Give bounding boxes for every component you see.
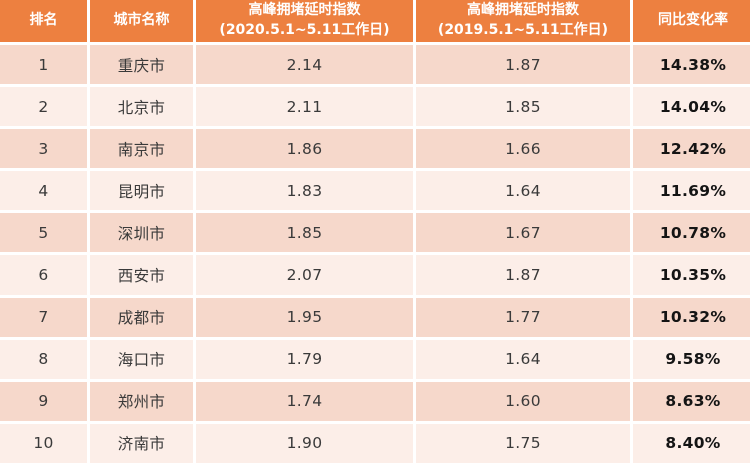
- index-2019-cell: 1.60: [413, 378, 633, 424]
- rank-cell: 7: [0, 294, 90, 340]
- rank-cell: 4: [0, 168, 90, 214]
- city-cell: 深圳市: [87, 210, 196, 256]
- index-2020-cell: 2.14: [193, 41, 416, 88]
- yoy-change-cell: 8.40%: [630, 420, 750, 463]
- city-cell: 重庆市: [87, 41, 196, 88]
- index-2019-cell: 1.67: [413, 210, 633, 256]
- header-rank: 排名: [0, 0, 90, 45]
- header-row: 排名 城市名称 高峰拥堵延时指数 (2020.5.1~5.11工作日) 高峰拥堵…: [0, 0, 750, 45]
- index-2020-cell: 1.85: [193, 210, 416, 256]
- yoy-change-cell: 9.58%: [630, 336, 750, 382]
- table-row: 10 济南市 1.90 1.75 8.40%: [0, 420, 750, 463]
- rank-cell: 5: [0, 210, 90, 256]
- city-cell: 成都市: [87, 294, 196, 340]
- index-2020-cell: 2.11: [193, 84, 416, 130]
- table-row: 6 西安市 2.07 1.87 10.35%: [0, 252, 750, 298]
- index-2019-cell: 1.75: [413, 420, 633, 463]
- table-row: 1 重庆市 2.14 1.87 14.38%: [0, 41, 750, 88]
- city-cell: 西安市: [87, 252, 196, 298]
- rank-cell: 2: [0, 84, 90, 130]
- index-2020-cell: 1.90: [193, 420, 416, 463]
- city-cell: 郑州市: [87, 378, 196, 424]
- yoy-change-cell: 10.35%: [630, 252, 750, 298]
- table-row: 5 深圳市 1.85 1.67 10.78%: [0, 210, 750, 256]
- header-yoy-change: 同比变化率: [630, 0, 750, 45]
- rank-cell: 1: [0, 41, 90, 88]
- index-2019-cell: 1.64: [413, 336, 633, 382]
- table-header: 排名 城市名称 高峰拥堵延时指数 (2020.5.1~5.11工作日) 高峰拥堵…: [0, 0, 750, 45]
- table-row: 2 北京市 2.11 1.85 14.04%: [0, 84, 750, 130]
- table-body: 1 重庆市 2.14 1.87 14.38% 2 北京市 2.11 1.85 1…: [0, 41, 750, 463]
- yoy-change-cell: 8.63%: [630, 378, 750, 424]
- rank-cell: 3: [0, 126, 90, 172]
- yoy-change-cell: 12.42%: [630, 126, 750, 172]
- yoy-change-cell: 14.04%: [630, 84, 750, 130]
- index-2020-cell: 2.07: [193, 252, 416, 298]
- index-2019-cell: 1.85: [413, 84, 633, 130]
- index-2020-cell: 1.95: [193, 294, 416, 340]
- city-cell: 南京市: [87, 126, 196, 172]
- index-2020-cell: 1.86: [193, 126, 416, 172]
- header-index-2020: 高峰拥堵延时指数 (2020.5.1~5.11工作日): [193, 0, 416, 45]
- index-2019-cell: 1.64: [413, 168, 633, 214]
- city-cell: 海口市: [87, 336, 196, 382]
- table-row: 9 郑州市 1.74 1.60 8.63%: [0, 378, 750, 424]
- yoy-change-cell: 14.38%: [630, 41, 750, 88]
- rank-cell: 8: [0, 336, 90, 382]
- header-index-2019: 高峰拥堵延时指数 (2019.5.1~5.11工作日): [413, 0, 633, 45]
- yoy-change-cell: 10.32%: [630, 294, 750, 340]
- index-2020-cell: 1.79: [193, 336, 416, 382]
- table-row: 4 昆明市 1.83 1.64 11.69%: [0, 168, 750, 214]
- header-city-name: 城市名称: [87, 0, 196, 45]
- table-row: 8 海口市 1.79 1.64 9.58%: [0, 336, 750, 382]
- table-row: 3 南京市 1.86 1.66 12.42%: [0, 126, 750, 172]
- yoy-change-cell: 11.69%: [630, 168, 750, 214]
- index-2020-cell: 1.74: [193, 378, 416, 424]
- city-cell: 济南市: [87, 420, 196, 463]
- index-2019-cell: 1.87: [413, 41, 633, 88]
- index-2019-cell: 1.77: [413, 294, 633, 340]
- rank-cell: 9: [0, 378, 90, 424]
- rank-cell: 6: [0, 252, 90, 298]
- city-cell: 北京市: [87, 84, 196, 130]
- index-2020-cell: 1.83: [193, 168, 416, 214]
- city-cell: 昆明市: [87, 168, 196, 214]
- table-row: 7 成都市 1.95 1.77 10.32%: [0, 294, 750, 340]
- index-2019-cell: 1.66: [413, 126, 633, 172]
- yoy-change-cell: 10.78%: [630, 210, 750, 256]
- rank-cell: 10: [0, 420, 90, 463]
- index-2019-cell: 1.87: [413, 252, 633, 298]
